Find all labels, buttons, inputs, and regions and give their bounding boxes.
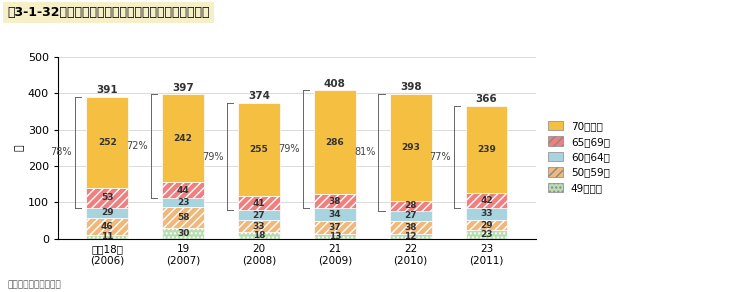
Bar <box>466 220 507 230</box>
Text: 資料：農林水産省調べ: 資料：農林水産省調べ <box>7 280 61 289</box>
Text: 29: 29 <box>480 221 493 230</box>
Bar <box>86 235 128 239</box>
Text: 78%: 78% <box>50 147 72 157</box>
Text: 38: 38 <box>404 223 417 232</box>
Bar <box>314 234 356 239</box>
Legend: 70歳以上, 65～69歳, 60～64歳, 50～59歳, 49歳以下: 70歳以上, 65～69歳, 60～64歳, 50～59歳, 49歳以下 <box>546 119 612 195</box>
Text: 242: 242 <box>174 134 193 143</box>
Bar <box>238 196 280 211</box>
Text: 33: 33 <box>480 209 493 218</box>
Text: 252: 252 <box>98 138 117 147</box>
Bar <box>390 234 431 239</box>
Bar <box>238 232 280 239</box>
Text: 11: 11 <box>101 232 113 241</box>
Bar <box>86 208 128 218</box>
Bar <box>314 221 356 234</box>
Bar <box>314 91 356 194</box>
Text: 27: 27 <box>404 211 417 220</box>
Text: 33: 33 <box>253 222 265 231</box>
Bar <box>314 208 356 221</box>
Bar <box>390 201 431 211</box>
Text: 77%: 77% <box>430 152 451 162</box>
Text: 12: 12 <box>404 232 417 241</box>
Text: 398: 398 <box>400 82 421 92</box>
Text: 408: 408 <box>324 79 346 88</box>
Bar <box>162 199 204 207</box>
Text: 34: 34 <box>328 210 341 219</box>
Text: 図3-1-32　年齢別農作業中の死亡事故発生件数の推移: 図3-1-32 年齢別農作業中の死亡事故発生件数の推移 <box>7 6 210 19</box>
Bar <box>466 106 507 193</box>
Text: 23: 23 <box>480 230 493 239</box>
Text: 293: 293 <box>402 143 420 152</box>
Text: 366: 366 <box>476 94 497 104</box>
Text: 28: 28 <box>404 201 417 210</box>
Text: 79%: 79% <box>202 152 223 162</box>
Text: 81%: 81% <box>354 147 375 157</box>
Text: 79%: 79% <box>278 144 299 154</box>
Text: 18: 18 <box>253 231 265 240</box>
Bar <box>466 230 507 239</box>
Bar <box>86 188 128 208</box>
Bar <box>162 207 204 228</box>
Bar <box>238 220 280 232</box>
Text: 239: 239 <box>477 145 496 154</box>
Text: 58: 58 <box>177 213 189 222</box>
Text: 397: 397 <box>172 83 194 93</box>
Text: 13: 13 <box>328 232 341 241</box>
Bar <box>238 103 280 196</box>
Y-axis label: 件: 件 <box>15 145 25 151</box>
Text: 72%: 72% <box>126 141 148 152</box>
Bar <box>86 97 128 188</box>
Text: 37: 37 <box>328 223 341 232</box>
Bar <box>86 218 128 235</box>
Text: 46: 46 <box>101 222 114 231</box>
Text: 53: 53 <box>101 193 113 202</box>
Text: 374: 374 <box>248 91 270 101</box>
Bar <box>390 221 431 234</box>
Text: 29: 29 <box>101 208 114 217</box>
Bar <box>162 182 204 199</box>
Text: 27: 27 <box>253 211 265 220</box>
Text: 391: 391 <box>96 85 118 95</box>
Text: 44: 44 <box>177 186 190 195</box>
Text: 286: 286 <box>326 138 345 147</box>
Text: 30: 30 <box>177 229 189 238</box>
Text: 23: 23 <box>177 198 189 207</box>
Bar <box>466 193 507 208</box>
Text: 42: 42 <box>480 196 493 205</box>
Text: 41: 41 <box>253 199 265 208</box>
Bar <box>390 211 431 221</box>
Bar <box>162 94 204 182</box>
Bar <box>238 211 280 220</box>
Bar <box>390 94 431 201</box>
Bar <box>314 194 356 208</box>
Text: 255: 255 <box>250 145 269 154</box>
Bar <box>466 208 507 220</box>
Bar <box>162 228 204 239</box>
Text: 38: 38 <box>328 197 341 206</box>
